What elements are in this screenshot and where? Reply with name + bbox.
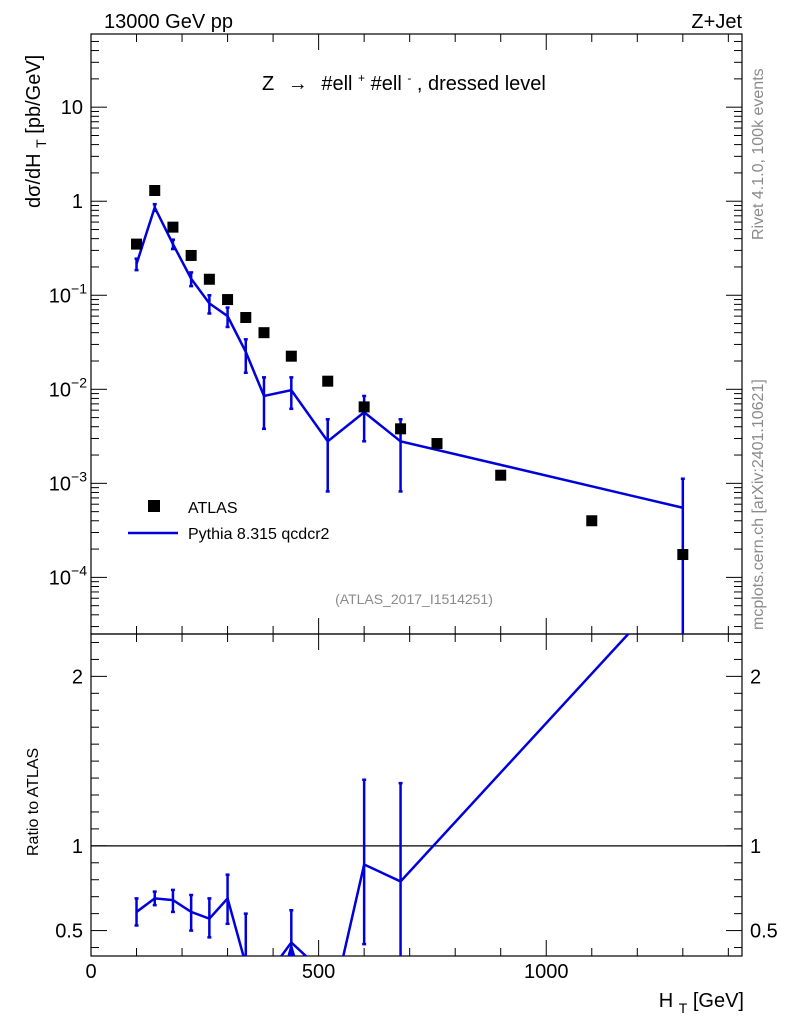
atlas-point — [185, 249, 197, 261]
ratio-ytick-label-right: 0.5 — [750, 921, 778, 943]
ratio-frame — [90, 633, 743, 957]
main-ytick-label: 10−3 — [49, 468, 87, 495]
atlas-point — [131, 238, 143, 250]
atlas-point — [358, 401, 370, 413]
ratio-ytick-label-right: 1 — [750, 836, 761, 858]
main-ylabel: dσ/dH T [pb/GeV] — [23, 55, 51, 208]
title-a-sup: + — [358, 71, 365, 85]
atlas-point — [677, 549, 689, 561]
ytick-base: 10 — [49, 473, 71, 495]
main-ytick-label: 10−4 — [49, 562, 87, 589]
atlas-point — [431, 438, 443, 450]
title-b-sup: - — [407, 71, 411, 85]
ytick-exp: −4 — [71, 562, 87, 578]
analysis-watermark: (ATLAS_2017_I1514251) — [335, 591, 493, 607]
main-ylabel-sub: T — [33, 139, 49, 148]
ratio-offscale-arrow — [287, 942, 296, 956]
main-ytick-label: 1 — [72, 191, 83, 213]
ratio-xtick-label: 500 — [302, 961, 335, 983]
main-plot-area — [131, 185, 689, 634]
ytick-exp: −1 — [71, 280, 87, 296]
title-suffix: , dressed level — [417, 73, 546, 95]
main-title: Z → #ell + #ell - , dressed level — [262, 65, 546, 95]
main-ylabel-main: dσ/dH — [23, 153, 45, 208]
ratio-xtick-label: 0 — [85, 961, 96, 983]
xlabel-unit: [GeV] — [693, 990, 744, 1012]
ratio-ytick-label-left: 0.5 — [55, 921, 83, 943]
ytick-exp: −3 — [71, 468, 87, 484]
title-a: #ell — [321, 73, 352, 95]
atlas-point — [322, 375, 334, 387]
xlabel-main: H — [659, 990, 673, 1012]
pythia-line — [135, 204, 684, 509]
atlas-point — [240, 312, 252, 324]
legend-pythia-label: Pythia 8.315 qcdcr2 — [188, 526, 330, 543]
main-ytick-label: 10−1 — [49, 280, 87, 307]
atlas-point — [258, 327, 270, 339]
ratio-plot-area — [134, 634, 630, 956]
atlas-point — [167, 221, 179, 233]
main-frame — [90, 33, 743, 635]
legend: ATLAS Pythia 8.315 qcdcr2 — [128, 500, 330, 543]
ratio-ytick-label-right: 2 — [750, 666, 761, 688]
main-ytick-label: 10 — [61, 97, 83, 119]
mcplots-label: mcplots.cern.ch [arXiv:2401.10621] — [750, 379, 767, 630]
ytick-base: 10 — [49, 567, 71, 589]
ratio-ytick-label-left: 1 — [72, 836, 83, 858]
atlas-point — [495, 469, 507, 481]
legend-atlas-marker — [148, 500, 160, 512]
rivet-label: Rivet 4.1.0, 100k events — [750, 68, 767, 240]
ratio-ylabel: Ratio to ATLAS — [25, 748, 42, 856]
header-right: Z+Jet — [691, 11, 742, 33]
ratio-line — [135, 634, 630, 956]
ytick-exp: −2 — [71, 374, 87, 390]
main-ylabel-unit: [pb/GeV] — [23, 55, 45, 134]
title-prefix: Z — [262, 73, 274, 95]
ratio-ytick-label-left: 2 — [72, 666, 83, 688]
legend-atlas-label: ATLAS — [188, 500, 238, 517]
title-b: #ell — [371, 73, 402, 95]
title-arrow: → — [288, 73, 308, 95]
ratio-xtick-label: 1000 — [524, 961, 569, 983]
atlas-point — [285, 350, 297, 362]
atlas-point — [586, 515, 598, 527]
xlabel-sub: T — [679, 1000, 688, 1016]
ytick-base: 10 — [49, 285, 71, 307]
atlas-point — [149, 185, 161, 197]
header-left: 13000 GeV pp — [104, 11, 233, 33]
ytick-base: 10 — [49, 379, 71, 401]
atlas-point — [222, 294, 234, 306]
atlas-point — [203, 273, 215, 285]
ratio-xlabel: H T [GeV] — [659, 990, 744, 1018]
main-ytick-label: 10−2 — [49, 374, 87, 401]
atlas-point — [395, 423, 407, 435]
